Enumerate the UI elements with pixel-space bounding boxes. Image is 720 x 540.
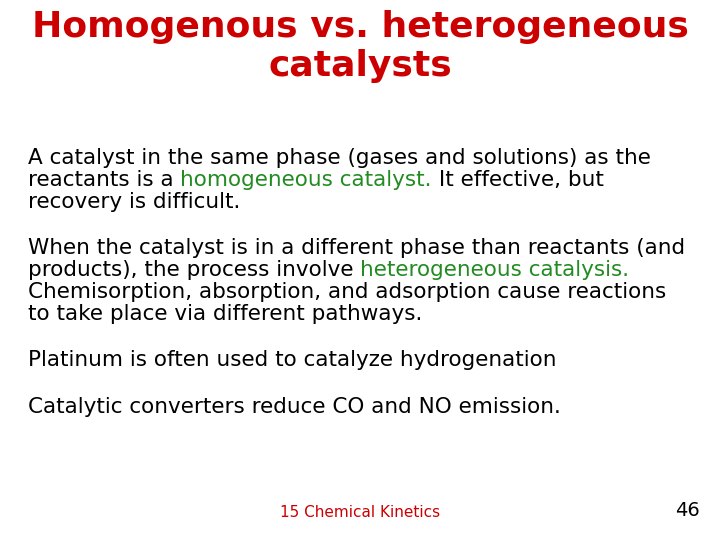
Text: reactants is a: reactants is a (28, 170, 181, 190)
Text: Homogenous vs. heterogeneous
catalysts: Homogenous vs. heterogeneous catalysts (32, 10, 688, 83)
Text: products), the process involve: products), the process involve (28, 260, 361, 280)
Text: to take place via different pathways.: to take place via different pathways. (28, 304, 423, 324)
Text: When the catalyst is in a different phase than reactants (and: When the catalyst is in a different phas… (28, 238, 685, 258)
Text: heterogeneous catalysis.: heterogeneous catalysis. (361, 260, 629, 280)
Text: A catalyst in the same phase (gases and solutions) as the: A catalyst in the same phase (gases and … (28, 148, 651, 168)
Text: Platinum is often used to catalyze hydrogenation: Platinum is often used to catalyze hydro… (28, 350, 557, 370)
Text: It effective, but: It effective, but (432, 170, 604, 190)
Text: Chemisorption, absorption, and adsorption cause reactions: Chemisorption, absorption, and adsorptio… (28, 282, 666, 302)
Text: recovery is difficult.: recovery is difficult. (28, 192, 240, 212)
Text: homogeneous catalyst.: homogeneous catalyst. (181, 170, 432, 190)
Text: 15 Chemical Kinetics: 15 Chemical Kinetics (280, 505, 440, 520)
Text: Catalytic converters reduce CO and NO emission.: Catalytic converters reduce CO and NO em… (28, 396, 561, 416)
Text: 46: 46 (675, 501, 700, 520)
